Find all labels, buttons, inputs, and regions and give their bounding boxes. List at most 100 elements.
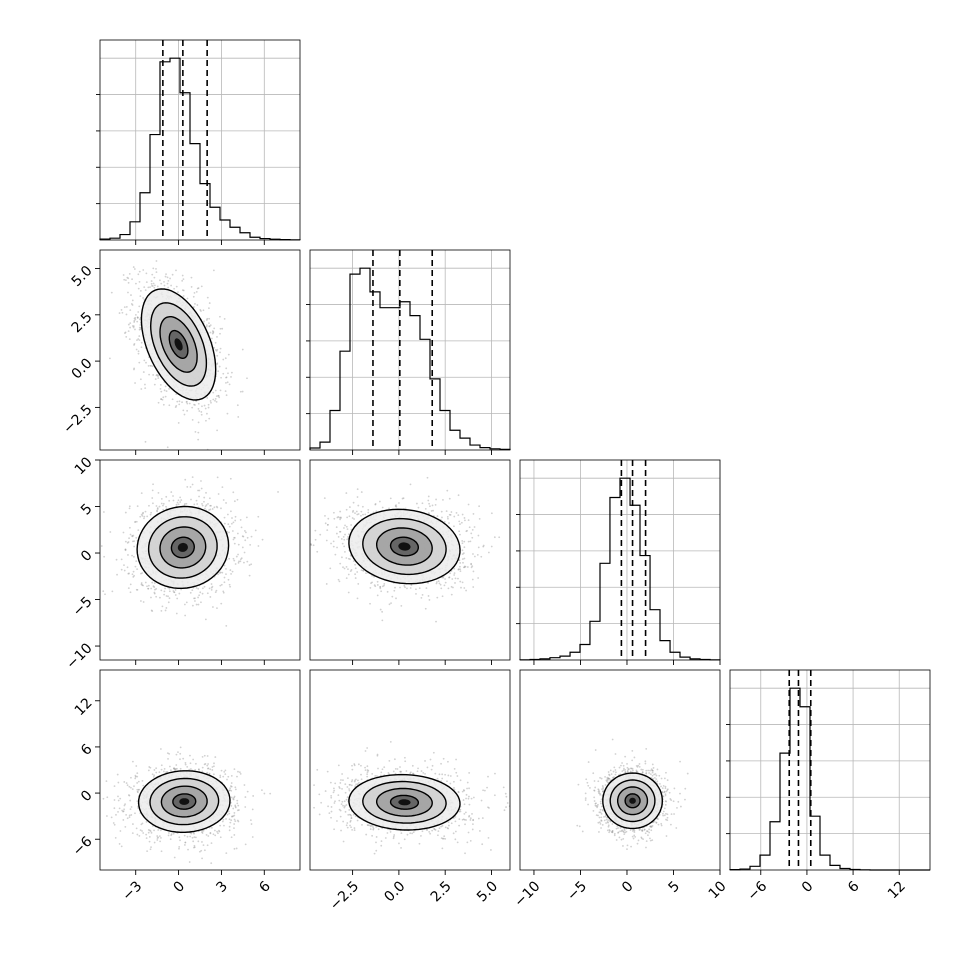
scatter-point bbox=[219, 351, 221, 354]
scatter-point bbox=[127, 281, 130, 284]
scatter-point bbox=[151, 497, 154, 499]
scatter-point bbox=[195, 290, 198, 293]
scatter-point bbox=[142, 269, 145, 271]
scatter-point bbox=[234, 788, 237, 791]
scatter-point bbox=[127, 541, 130, 543]
scatter-point bbox=[118, 312, 121, 314]
scatter-point bbox=[325, 583, 328, 585]
scatter-point bbox=[237, 543, 240, 546]
scatter-point bbox=[233, 796, 235, 799]
scatter-point bbox=[120, 558, 123, 561]
scatter-point bbox=[149, 766, 152, 769]
scatter-point bbox=[124, 825, 127, 828]
scatter-point bbox=[165, 390, 168, 393]
scatter-point bbox=[168, 499, 171, 502]
scatter-point bbox=[133, 367, 136, 370]
scatter-point bbox=[172, 495, 174, 497]
scatter-point bbox=[182, 278, 185, 280]
scatter-point bbox=[137, 352, 140, 355]
scatter-point bbox=[212, 773, 215, 776]
scatter-point bbox=[198, 850, 201, 853]
scatter-point bbox=[225, 394, 228, 397]
pair-panel-1-2 bbox=[309, 459, 511, 661]
scatter-point bbox=[230, 785, 233, 788]
scatter-point bbox=[168, 590, 171, 593]
scatter-point bbox=[138, 361, 141, 364]
scatter-point bbox=[117, 810, 119, 813]
scatter-point bbox=[236, 809, 239, 812]
scatter-point bbox=[168, 387, 170, 390]
scatter-point bbox=[244, 539, 247, 542]
scatter-point bbox=[200, 480, 202, 482]
scatter-point bbox=[129, 533, 132, 536]
scatter-point bbox=[171, 398, 174, 401]
scatter-point bbox=[157, 836, 160, 839]
scatter-point bbox=[230, 789, 233, 792]
scatter-point bbox=[136, 339, 138, 341]
scatter-point bbox=[142, 297, 144, 299]
scatter-point bbox=[148, 504, 150, 507]
density-peak bbox=[179, 798, 190, 805]
scatter-point bbox=[157, 377, 160, 379]
scatter-point bbox=[166, 752, 169, 755]
scatter-point bbox=[212, 398, 215, 401]
scatter-point bbox=[136, 775, 139, 778]
scatter-point bbox=[143, 359, 146, 362]
scatter-point bbox=[181, 274, 184, 277]
scatter-point bbox=[175, 404, 178, 407]
scatter-point bbox=[228, 383, 231, 386]
scatter-point bbox=[118, 843, 121, 845]
scatter-point bbox=[124, 331, 127, 334]
scatter-point bbox=[426, 476, 429, 479]
scatter-point bbox=[135, 520, 138, 523]
scatter-point bbox=[132, 823, 134, 825]
scatter-point bbox=[222, 591, 225, 594]
scatter-point bbox=[223, 576, 226, 579]
scatter-point bbox=[163, 767, 166, 770]
scatter-point bbox=[178, 403, 181, 406]
scatter-point bbox=[151, 365, 154, 368]
scatter-point bbox=[348, 533, 350, 536]
scatter-point bbox=[348, 515, 351, 518]
scatter-point bbox=[462, 552, 465, 555]
scatter-point bbox=[212, 391, 215, 394]
scatter-point bbox=[153, 592, 156, 595]
scatter-point bbox=[337, 578, 340, 581]
scatter-point bbox=[209, 832, 212, 835]
density-peak bbox=[177, 542, 188, 552]
scatter-point bbox=[126, 566, 129, 569]
scatter-point bbox=[132, 325, 135, 328]
scatter-point bbox=[192, 295, 195, 298]
scatter-point bbox=[175, 269, 177, 272]
scatter-point bbox=[215, 401, 218, 403]
scatter-point bbox=[467, 519, 470, 522]
scatter-point bbox=[142, 832, 145, 834]
scatter-point bbox=[175, 285, 178, 288]
scatter-point bbox=[179, 746, 182, 749]
scatter-point bbox=[216, 336, 218, 338]
scatter-point bbox=[193, 306, 195, 308]
scatter-point bbox=[189, 591, 192, 594]
scatter-point bbox=[130, 814, 133, 816]
scatter-point bbox=[114, 836, 117, 839]
scatter-point bbox=[129, 808, 132, 811]
scatter-point bbox=[250, 823, 253, 825]
scatter-point bbox=[211, 508, 214, 510]
scatter-point bbox=[142, 511, 145, 514]
scatter-point bbox=[121, 311, 124, 314]
scatter-point bbox=[457, 568, 460, 571]
scatter-point bbox=[145, 272, 148, 275]
scatter-point bbox=[206, 592, 209, 595]
scatter-point bbox=[174, 406, 177, 408]
scatter-point bbox=[235, 555, 238, 558]
scatter-point bbox=[213, 327, 216, 330]
scatter-point bbox=[131, 535, 134, 538]
scatter-point bbox=[126, 541, 129, 544]
scatter-point bbox=[186, 765, 189, 768]
scatter-point bbox=[124, 511, 127, 514]
scatter-point bbox=[204, 507, 206, 510]
scatter-point bbox=[146, 585, 148, 588]
scatter-point bbox=[150, 846, 152, 849]
contour-2 bbox=[149, 302, 208, 387]
scatter-point bbox=[211, 766, 214, 768]
